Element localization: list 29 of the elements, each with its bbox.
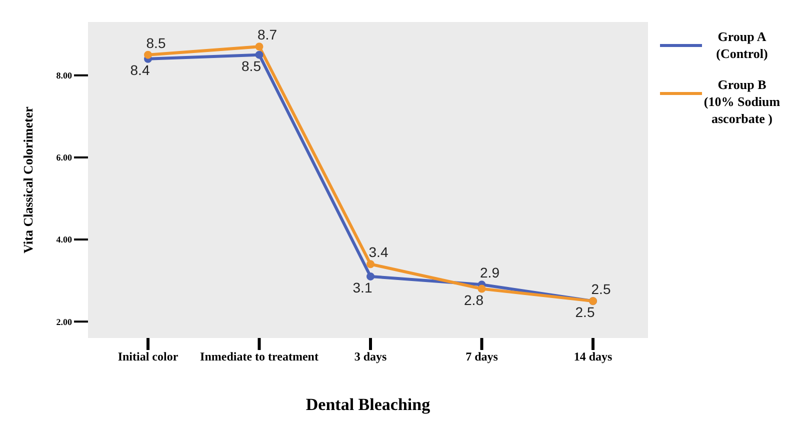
point	[366, 272, 374, 280]
data-label: 2.5	[575, 304, 595, 320]
x-tick-label: Inmediate to treatment	[200, 350, 318, 364]
data-label: 8.5	[242, 58, 262, 74]
point	[255, 50, 264, 59]
y-tick-label: 2.00	[56, 316, 72, 327]
point	[144, 50, 152, 59]
x-axis-title: Dental Bleaching	[306, 395, 431, 414]
data-label: 2.9	[480, 264, 500, 281]
y-tick-label: 4.00	[56, 234, 72, 245]
data-label: 8.5	[146, 34, 166, 51]
data-label: 2.5	[591, 281, 611, 298]
x-tick-label: 3 days	[354, 350, 387, 364]
y-axis-title: Vita Classical Colorimeter	[20, 106, 36, 254]
data-label: 8.4	[130, 62, 150, 78]
x-tick-label: Initial color	[118, 350, 179, 364]
legend-label: Group A (Control)	[715, 28, 769, 62]
data-label: 8.7	[258, 26, 278, 43]
data-label: 2.8	[464, 292, 484, 308]
x-tick-label: 14 days	[574, 350, 612, 364]
point	[366, 260, 374, 268]
point	[255, 42, 264, 51]
y-tick-label: 6.00	[56, 152, 72, 163]
data-label: 3.1	[352, 279, 372, 296]
y-tick-label: 8.00	[56, 70, 72, 81]
point	[478, 284, 486, 293]
x-tick-label: 7 days	[466, 350, 498, 364]
legend-label: Group B (10% Sodium ascorbate )	[702, 76, 782, 127]
data-label: 3.4	[368, 244, 388, 260]
